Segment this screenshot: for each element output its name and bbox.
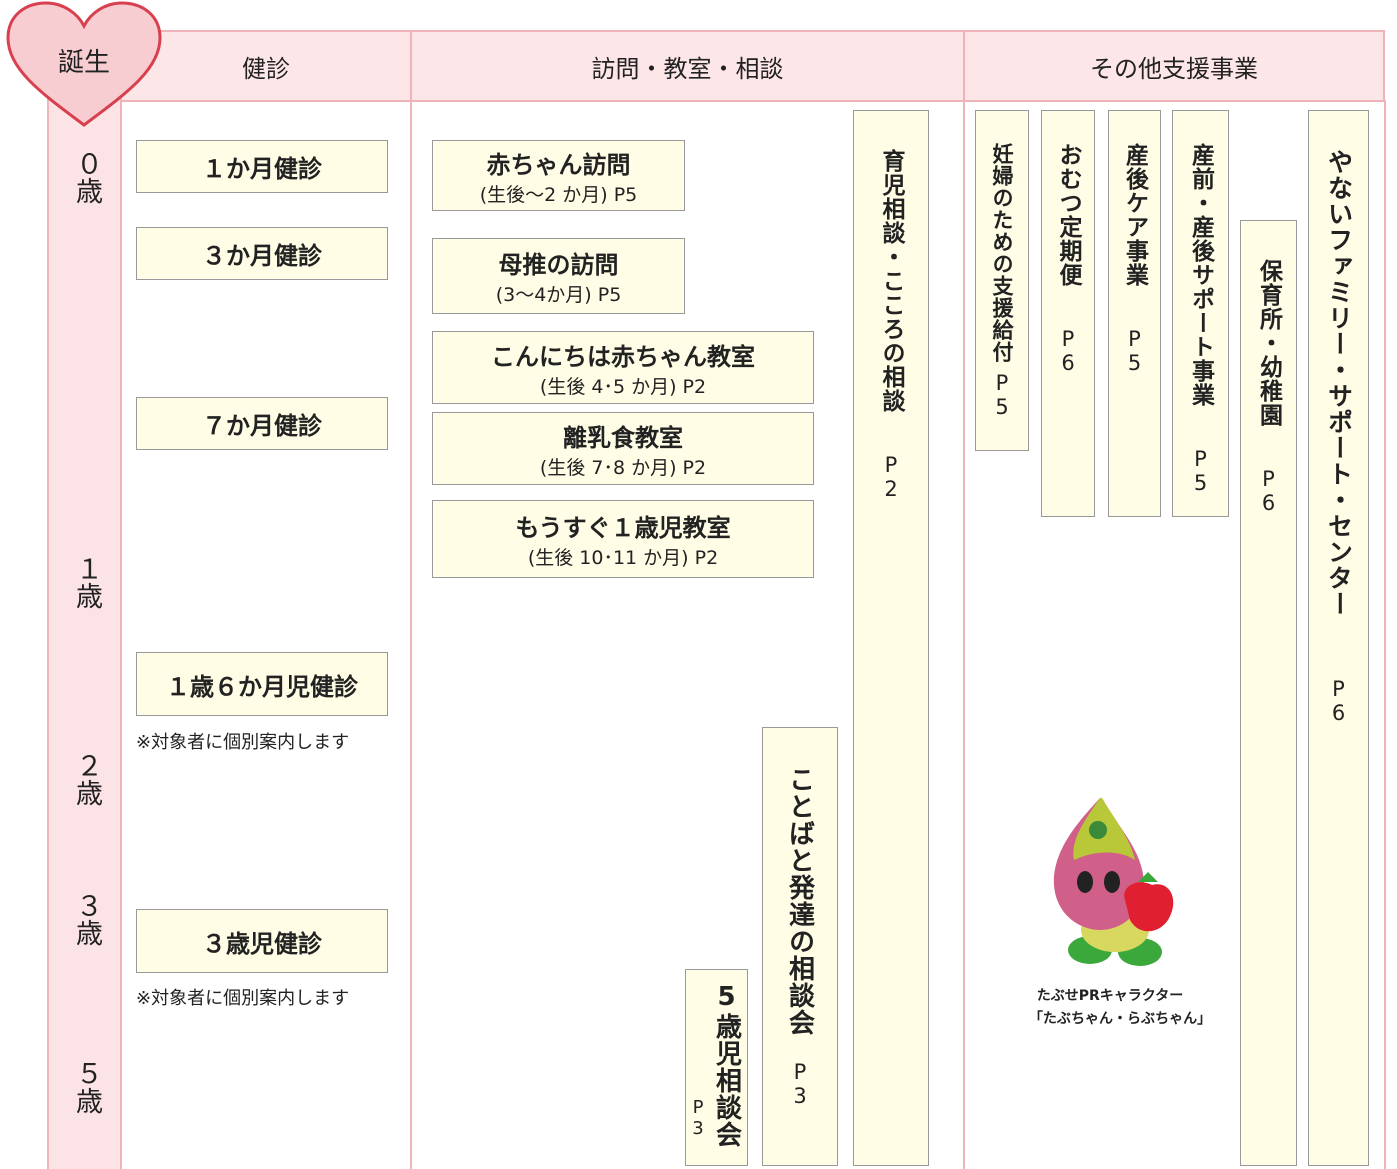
consult-bar: 5歳児相談会 P3 [685,969,748,1166]
mascot-name: 「たぶちゃん・らぶちゃん」 [1028,1011,1212,1027]
age-label: ２歳 [71,752,102,806]
column-header: 訪問・教室・相談 [410,30,965,102]
visit-title: こんにちは赤ちゃん教室 [491,342,755,371]
visit-box: 母推の訪問 (3～4か月) P5 [432,238,685,314]
visit-box: もうすぐ１歳児教室 (生後 10･11 か月) P2 [432,500,814,578]
column-header: その他支援事業 [963,30,1385,102]
visit-detail: (生後 7･8 か月) P2 [539,456,707,479]
support-title: やないファミリー・サポート・センター [1324,149,1354,617]
mascot-caption: たぶせPRキャラクター [1036,988,1184,1004]
age-label: ５歳 [71,1060,102,1114]
page-ref: P5 [990,371,1014,419]
checkup-note: ※対象者に個別案内します [136,988,350,1009]
checkup-box: ３か月健診 [136,227,388,280]
page-ref: P5 [1188,447,1213,495]
support-title: 産後ケア事業 [1121,143,1148,287]
page-ref: P6 [1056,327,1080,375]
visit-title: 母推の訪問 [498,251,619,279]
support-bar: おむつ定期便 P6 [1041,110,1095,517]
age-label: ３歳 [71,892,102,946]
divider [120,100,122,1169]
page-ref: P2 [879,453,903,501]
consult-title: 育児相談・こころの相談 [878,149,904,413]
checkup-note: ※対象者に個別案内します [136,732,350,753]
visit-title: 赤ちゃん訪問 [486,150,631,179]
birth-label: 誕生 [57,48,110,78]
page-ref: P3 [687,1097,709,1139]
mascot [1053,798,1174,966]
visit-detail: (生後 4･5 か月) P2 [539,375,707,398]
visit-detail: (生後～2 か月) P5 [479,183,638,206]
support-bar: 産前・産後サポート事業 P5 [1172,110,1229,517]
visit-box: こんにちは赤ちゃん教室 (生後 4･5 か月) P2 [432,331,814,404]
page-ref: P6 [1256,467,1281,515]
page-ref: P5 [1122,327,1147,375]
checkup-box: １か月健診 [136,140,388,193]
visit-detail: (3～4か月) P5 [495,284,622,306]
checkup-box: １歳６か月児健診 [136,652,388,716]
page-ref: P6 [1326,677,1351,725]
divider [1384,100,1386,1169]
visit-box: 赤ちゃん訪問 (生後～2 か月) P5 [432,140,685,211]
support-title: 保育所・幼稚園 [1255,259,1282,427]
visit-title: もうすぐ１歳児教室 [515,514,731,542]
support-bar: 産後ケア事業 P5 [1108,110,1161,517]
heart [6,1,162,127]
support-bar: やないファミリー・サポート・センター P6 [1308,110,1369,1166]
consult-title: 5歳児相談会 [711,982,742,1148]
visit-title: 離乳食教室 [563,423,683,452]
support-title: おむつ定期便 [1055,143,1081,287]
support-title: 妊婦のための支援給付 [990,143,1014,363]
visit-box: 離乳食教室 (生後 7･8 か月) P2 [432,412,814,485]
consult-bar: ことばと発達の相談会 P3 [762,727,838,1166]
checkup-box: ７か月健診 [136,397,388,450]
support-bar: 妊婦のための支援給付 P5 [975,110,1029,451]
column-header: 健診 [120,30,412,102]
age-label: １歳 [71,555,102,609]
checkup-box: ３歳児健診 [136,909,388,973]
divider [963,100,965,1169]
consult-title: ことばと発達の相談会 [784,766,815,1036]
age-label: ０歳 [71,150,102,204]
support-title: 産前・産後サポート事業 [1187,143,1214,407]
support-bar: 保育所・幼稚園 P6 [1240,220,1297,1166]
age-column [47,30,122,1169]
page-ref: P3 [788,1060,812,1108]
visit-detail: (生後 10･11 か月) P2 [527,547,719,569]
consult-bar: 育児相談・こころの相談 P2 [853,110,929,1166]
divider [410,100,412,1169]
